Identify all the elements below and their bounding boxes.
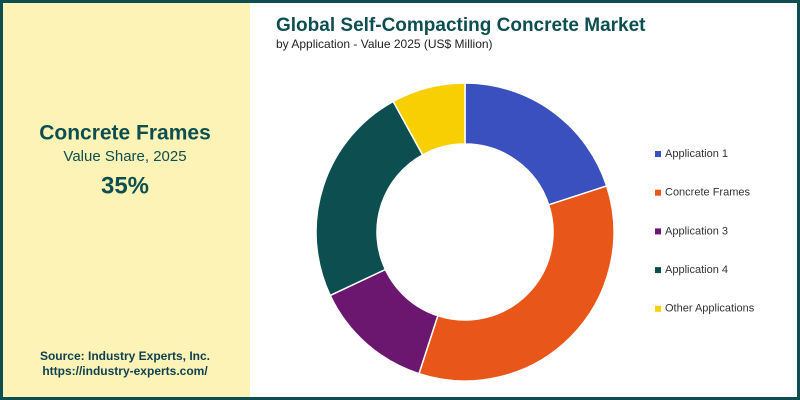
source-url: https://industry-experts.com/ bbox=[42, 364, 208, 378]
legend-swatch bbox=[655, 305, 661, 312]
legend-swatch bbox=[655, 267, 661, 274]
donut-slice bbox=[315, 100, 424, 297]
legend-swatch bbox=[655, 228, 661, 235]
legend-swatch bbox=[655, 151, 661, 157]
legend-label: Application 4 bbox=[665, 264, 728, 276]
legend-label: Other Applications bbox=[665, 303, 755, 315]
side-panel bbox=[0, 0, 250, 400]
donut-slice bbox=[392, 82, 466, 156]
legend-label: Concrete Frames bbox=[665, 187, 750, 199]
legend-label: Application 1 bbox=[665, 148, 728, 160]
legend-swatch bbox=[655, 189, 661, 196]
chart-title: Global Self-Compacting Concrete Market bbox=[276, 15, 646, 36]
highlight-title: Concrete Frames bbox=[39, 122, 211, 145]
chart-subtitle: by Application - Value 2025 (US$ Million… bbox=[276, 37, 493, 51]
donut-slice bbox=[418, 185, 615, 382]
legend-label: Application 3 bbox=[665, 225, 728, 237]
highlight-subtitle: Value Share, 2025 bbox=[63, 148, 186, 165]
highlight-value: 35% bbox=[101, 172, 149, 199]
source: Source: Industry Experts, Inc. bbox=[40, 349, 210, 363]
